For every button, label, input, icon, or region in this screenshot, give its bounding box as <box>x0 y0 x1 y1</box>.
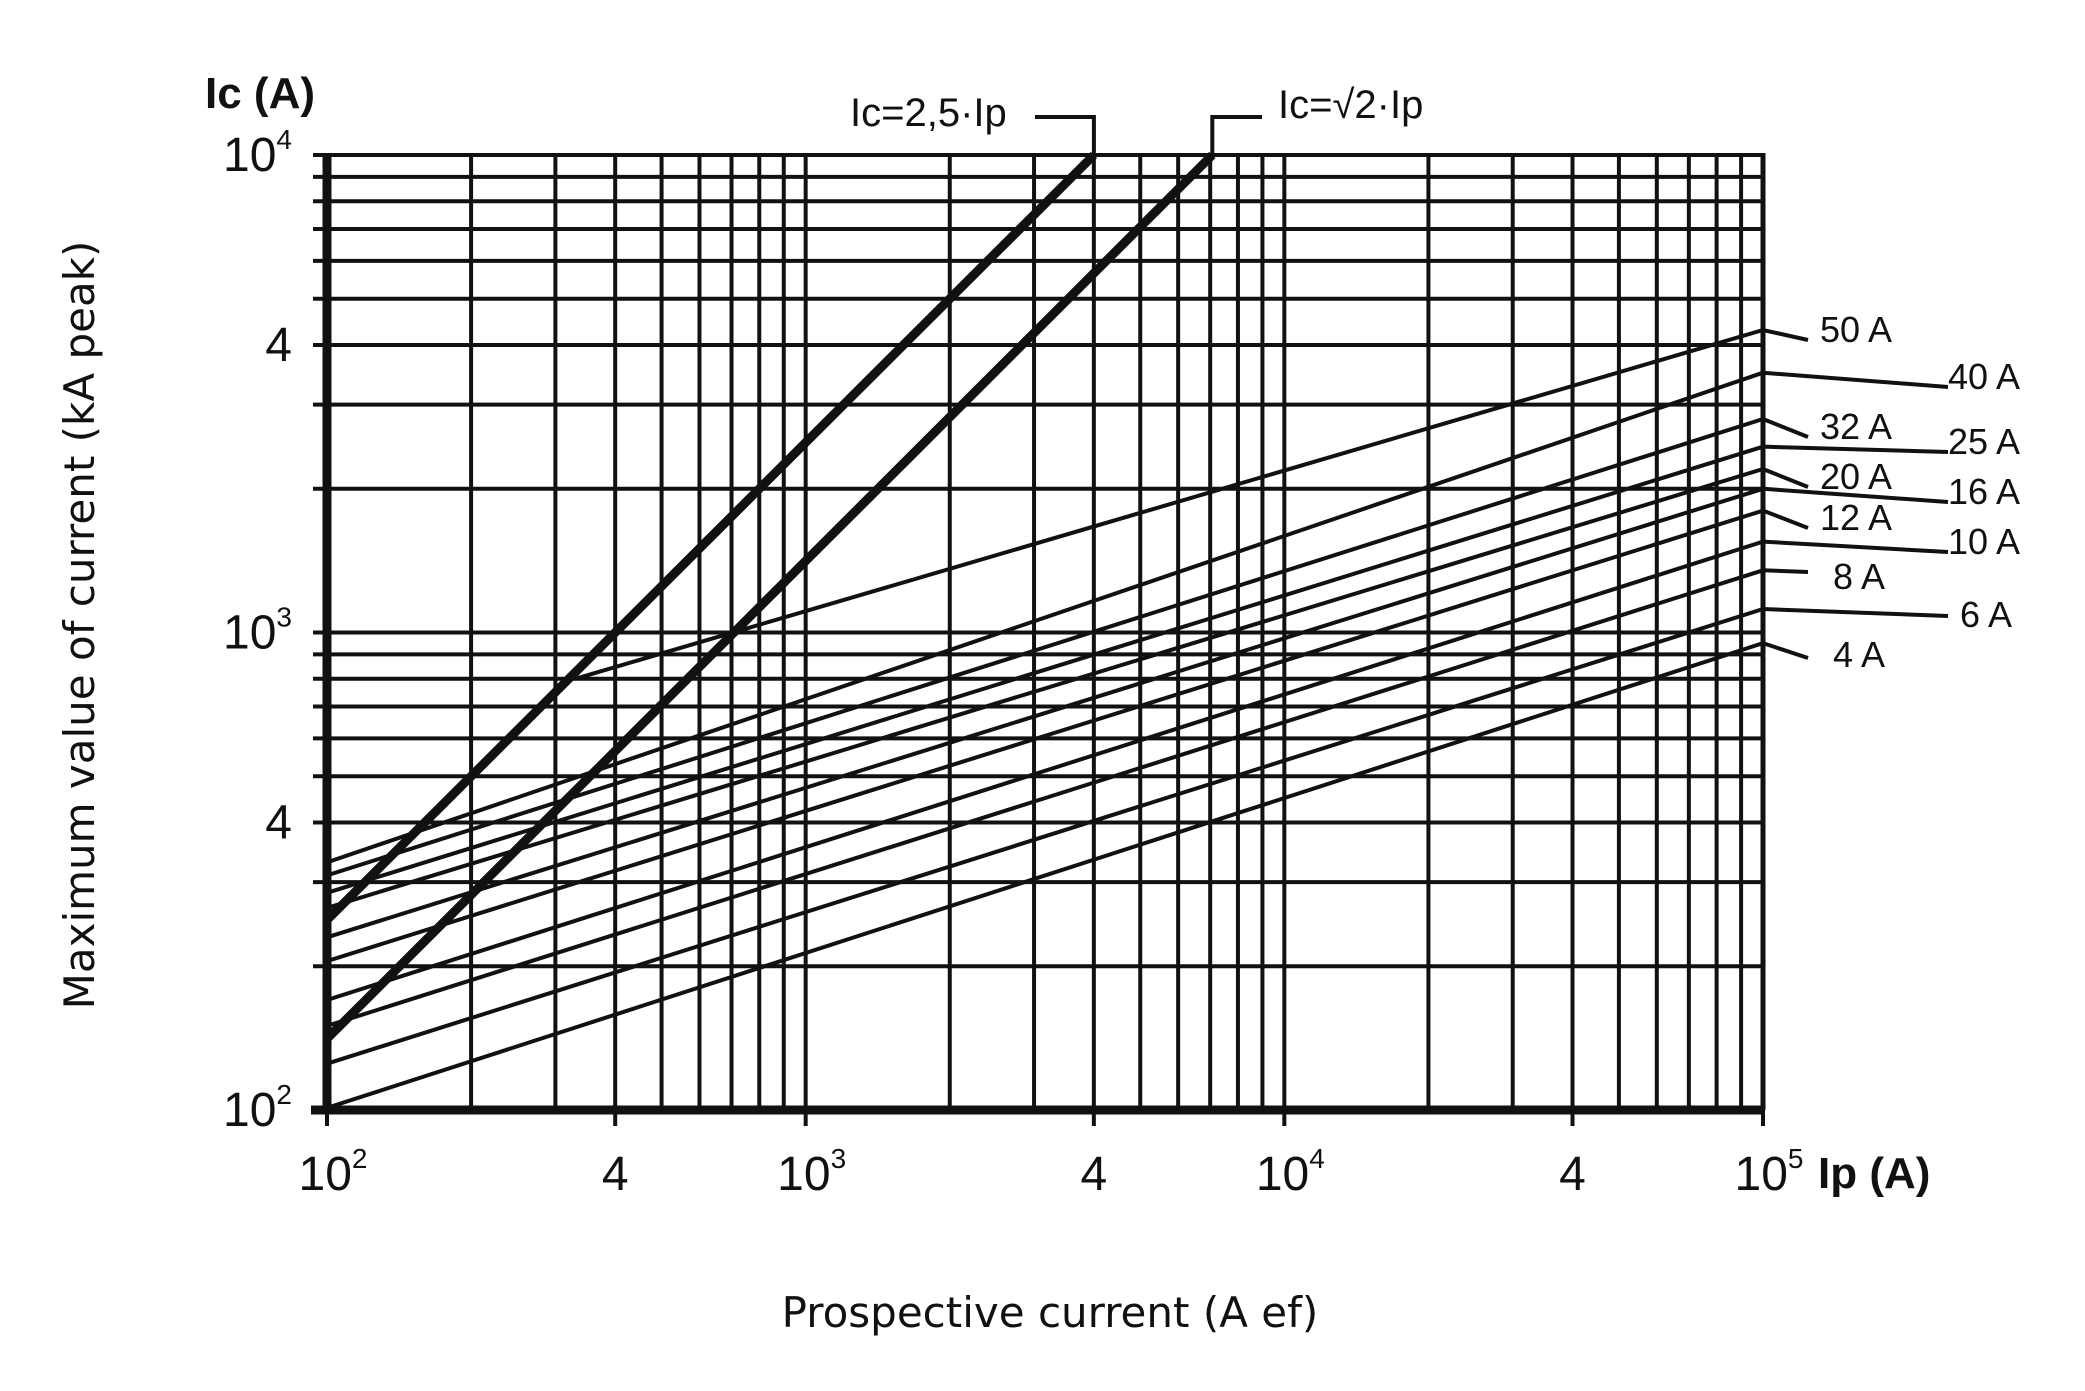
series-label: 12 A <box>1820 497 1892 538</box>
y-tick-label: 103 <box>223 602 292 660</box>
x-tick-label: 4 <box>1559 1148 1586 1201</box>
x-tick-label: 105 <box>1735 1143 1804 1201</box>
series-line <box>326 539 1764 1002</box>
series-label-leader <box>1762 328 1809 342</box>
series-label: 16 A <box>1948 471 2020 512</box>
series-label: 8 A <box>1833 556 1885 597</box>
series-line <box>326 568 1764 1028</box>
series-label-leader <box>1762 606 1949 618</box>
axes <box>311 153 1766 1126</box>
x-tick-label: 102 <box>299 1143 368 1201</box>
series-label-leader <box>1762 508 1809 530</box>
tick-labels: 102 4 103 4 104 4 105 102 4 103 4 104 <box>223 124 1803 1201</box>
reference-line <box>323 151 1216 1042</box>
series-line <box>574 328 1764 681</box>
series-label-leader <box>1762 467 1809 489</box>
reference-lines: Ic=2,5·Ip Ic=√2·Ip <box>323 83 1423 1042</box>
x-axis-symbol: Ip (A) <box>1818 1149 1930 1198</box>
series-line <box>326 444 1764 895</box>
series-line <box>326 486 1764 940</box>
series-label-leader <box>1762 539 1949 554</box>
series-label: 40 A <box>1948 356 2020 397</box>
series-label-leader <box>1762 486 1949 504</box>
reference-line-label: Ic=√2·Ip <box>1278 83 1423 127</box>
series-line <box>326 508 1764 964</box>
series-label-leader <box>1762 641 1809 660</box>
x-axis-title: Prospective current (A ef) <box>782 1288 1319 1337</box>
x-tick-label: 104 <box>1256 1143 1325 1201</box>
series-label: 50 A <box>1820 309 1892 350</box>
reference-line <box>323 151 1098 924</box>
series-line <box>326 370 1764 865</box>
reference-line-label: Ic=2,5·Ip <box>850 91 1007 135</box>
series-line <box>326 467 1764 910</box>
y-axis-symbol: Ic (A) <box>205 69 315 118</box>
y-tick-label: 4 <box>265 797 292 850</box>
y-tick-label: 104 <box>223 124 292 182</box>
series-label: 10 A <box>1948 521 2020 562</box>
series-label-leader <box>1762 568 1809 574</box>
series-label: 4 A <box>1833 634 1885 675</box>
x-tick-label: 103 <box>777 1143 846 1201</box>
reference-line-leader <box>1035 115 1096 155</box>
series-label: 32 A <box>1820 406 1892 447</box>
series-line <box>326 607 1764 1066</box>
series-label-leader <box>1762 417 1809 439</box>
x-tick-label: 4 <box>602 1148 629 1201</box>
grid <box>313 153 1763 1110</box>
y-axis-title: Maximum value of current (kA peak) <box>55 241 104 1010</box>
y-tick-label: 102 <box>223 1079 292 1137</box>
series-label-leader <box>1762 370 1949 389</box>
reference-line-leader <box>1210 115 1262 155</box>
series-line <box>326 641 1764 1110</box>
series-labels: 50 A 40 A 32 A 25 A 20 A 16 A 12 A 10 A 8 A 6 A 4 … <box>1762 309 2020 675</box>
series-label: 20 A <box>1820 456 1892 497</box>
series-layer <box>326 328 1764 1110</box>
series-label: 25 A <box>1948 421 2020 462</box>
x-tick-label: 4 <box>1081 1148 1108 1201</box>
y-tick-label: 4 <box>265 319 292 372</box>
series-label: 6 A <box>1960 594 2012 635</box>
series-label-leader <box>1762 444 1949 454</box>
